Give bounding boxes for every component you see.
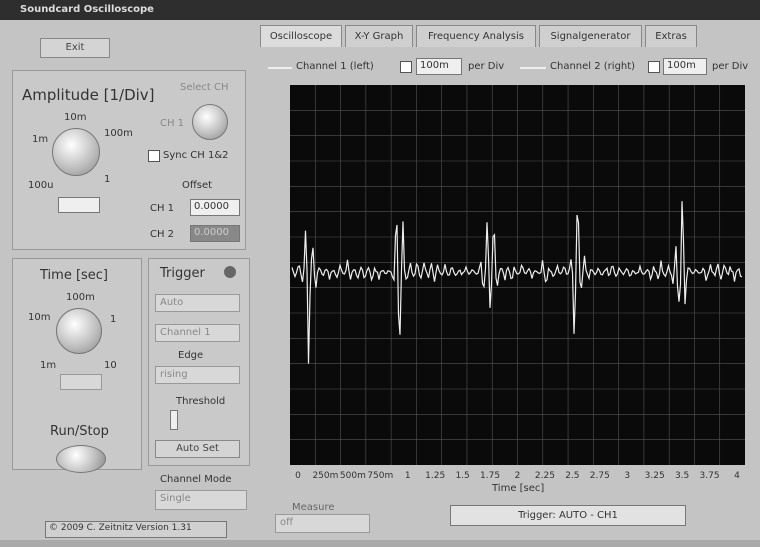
measure-label: Measure	[292, 502, 335, 513]
body: Soundcard Oscilloscope Exit Amplitude [1…	[0, 0, 760, 547]
x-tick-label: 1.75	[480, 471, 500, 481]
x-tick-label: 3.25	[645, 471, 665, 481]
x-tick-label: 3.5	[675, 471, 689, 481]
x-tick-label: 2	[515, 471, 521, 481]
x-tick-label: 2.75	[590, 471, 610, 481]
x-tick-label: 2.5	[565, 471, 579, 481]
taskbar	[0, 540, 760, 547]
measure-combo[interactable]: off	[275, 514, 370, 533]
x-tick-label: 750m	[367, 471, 393, 481]
x-tick-label: 0	[295, 471, 301, 481]
x-tick-label: 500m	[340, 471, 366, 481]
x-tick-label: 4	[734, 471, 740, 481]
trigger-status: Trigger: AUTO - CH1	[450, 505, 686, 526]
scope-display: 0 250m500m750m 1 1.25 1.5 1.75 2 2.25 2.5 2.75 3 3.…	[0, 0, 760, 547]
page: {"window": {"title": "Soundcard Oscillos…	[0, 0, 760, 547]
x-tick-label: 1	[405, 471, 411, 481]
x-axis-title: Time [sec]	[492, 483, 544, 494]
app-window: Soundcard Oscilloscope Exit Amplitude [1…	[0, 0, 760, 547]
x-tick-label: 3	[624, 471, 630, 481]
x-tick-label: 1.5	[455, 471, 469, 481]
x-tick-label: 3.75	[700, 471, 720, 481]
x-tick-label: 2.25	[535, 471, 555, 481]
x-tick-label: 250m	[312, 471, 338, 481]
x-tick-label: 1.25	[425, 471, 445, 481]
